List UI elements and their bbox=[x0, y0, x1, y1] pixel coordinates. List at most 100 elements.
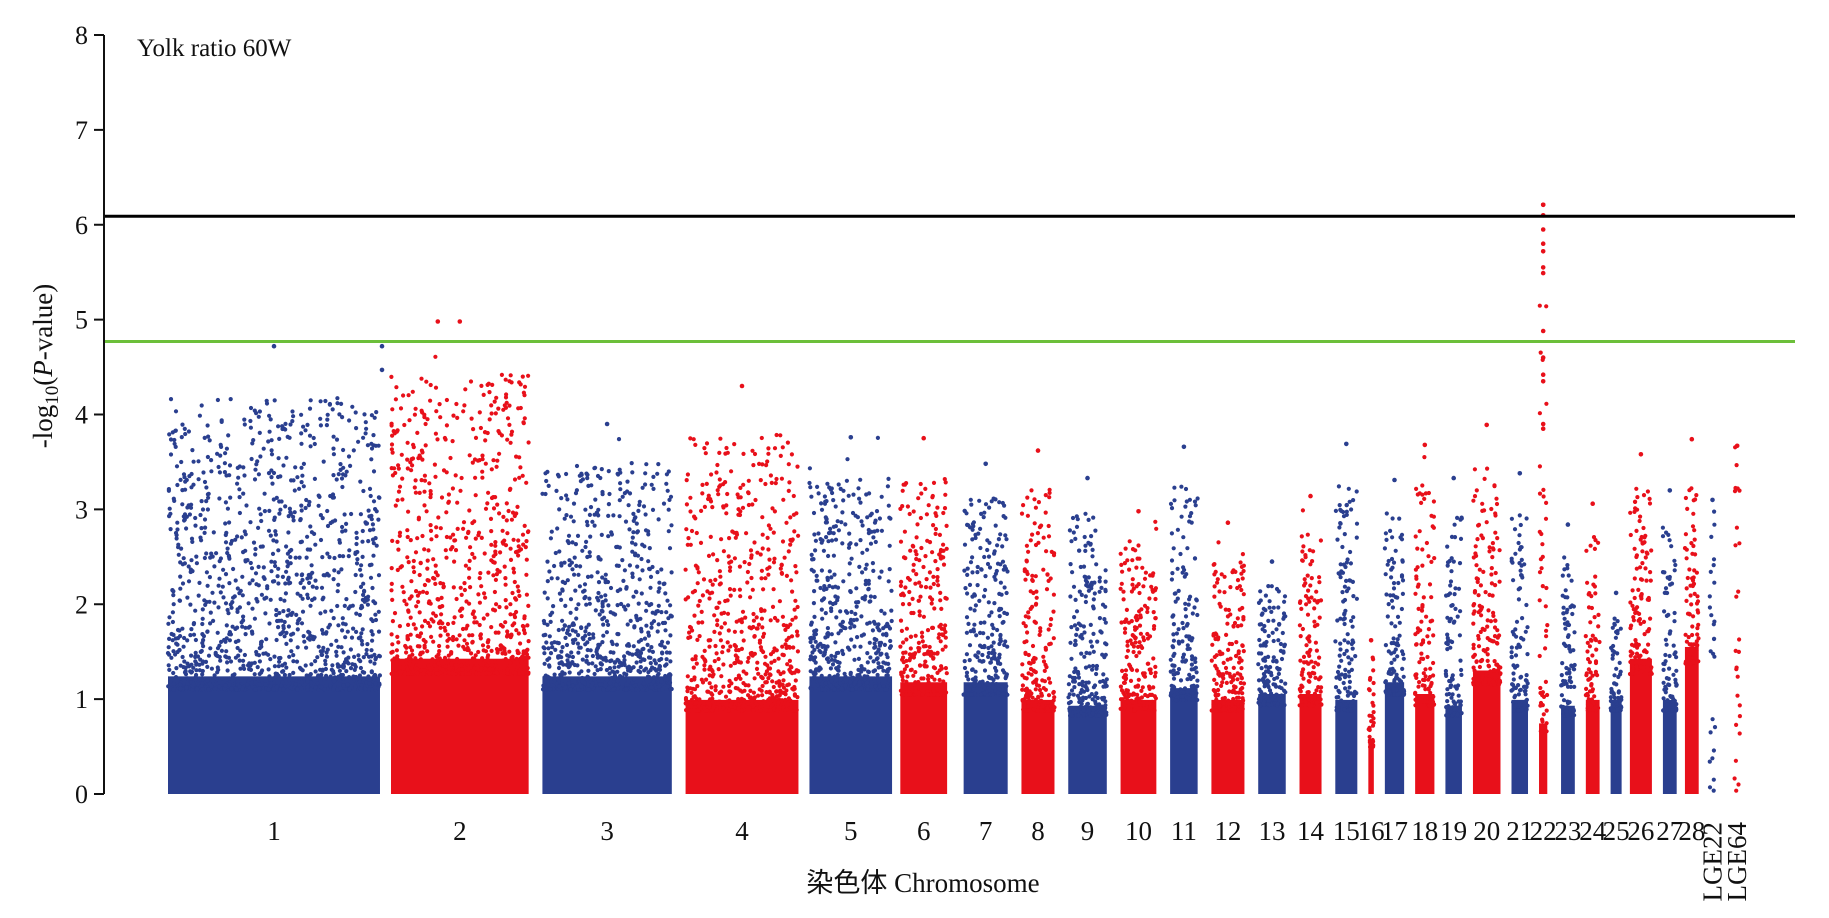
snp-point bbox=[598, 667, 603, 672]
snp-point bbox=[427, 671, 432, 677]
snp-point bbox=[606, 469, 611, 474]
snp-point bbox=[1051, 609, 1056, 614]
snp-point bbox=[542, 651, 547, 656]
snp-point bbox=[819, 501, 824, 506]
snp-point bbox=[1072, 615, 1077, 620]
snp-point bbox=[545, 596, 550, 601]
snp-point bbox=[224, 636, 229, 641]
snp-point bbox=[714, 651, 719, 656]
snp-point bbox=[455, 656, 460, 662]
snp-point bbox=[291, 478, 296, 483]
snp-point bbox=[697, 598, 702, 604]
snp-point bbox=[941, 562, 947, 567]
snp-point bbox=[174, 464, 180, 469]
snp-point bbox=[469, 651, 474, 656]
snp-point bbox=[547, 634, 552, 639]
snp-point bbox=[269, 448, 274, 453]
snp-point bbox=[930, 550, 935, 555]
snp-point bbox=[483, 461, 488, 466]
snp-point bbox=[610, 641, 615, 647]
snp-point bbox=[773, 481, 778, 486]
snp-point bbox=[449, 651, 454, 656]
snp-point bbox=[348, 647, 353, 652]
snp-point bbox=[566, 681, 571, 686]
snp-point bbox=[253, 571, 259, 576]
snp-point bbox=[1088, 639, 1093, 644]
snp-point bbox=[667, 650, 672, 655]
snp-point bbox=[228, 602, 233, 607]
snp-point bbox=[972, 622, 977, 627]
snp-point bbox=[341, 447, 346, 453]
snp-point bbox=[739, 629, 744, 634]
snp-point bbox=[190, 448, 195, 453]
snp-point bbox=[853, 680, 858, 685]
snp-point bbox=[402, 598, 407, 604]
snp-point bbox=[872, 641, 877, 646]
snp-point bbox=[1077, 696, 1082, 701]
snp-point bbox=[823, 611, 828, 616]
snp-point bbox=[771, 560, 777, 565]
snp-point bbox=[305, 576, 310, 581]
snp-point bbox=[419, 376, 424, 381]
snp-point bbox=[487, 417, 492, 422]
snp-point bbox=[962, 659, 967, 664]
snp-point bbox=[686, 635, 691, 641]
snp-point bbox=[180, 654, 185, 660]
snp-point bbox=[723, 480, 728, 485]
snp-point bbox=[843, 522, 848, 527]
snp-point bbox=[829, 538, 835, 543]
snp-point bbox=[543, 491, 548, 497]
snp-point bbox=[227, 581, 232, 586]
snp-point bbox=[596, 590, 601, 596]
snp-point bbox=[812, 532, 817, 537]
snp-point bbox=[875, 435, 881, 440]
snp-point bbox=[1090, 663, 1096, 669]
snp-point bbox=[396, 463, 401, 468]
snp-point bbox=[1003, 639, 1008, 644]
snp-point bbox=[167, 636, 172, 642]
snp-point bbox=[454, 401, 459, 407]
snp-point bbox=[431, 557, 436, 562]
snp-point bbox=[717, 631, 722, 636]
snp-point bbox=[422, 473, 427, 478]
snp-point bbox=[421, 589, 426, 594]
snp-point bbox=[318, 399, 323, 404]
snp-point bbox=[461, 409, 466, 414]
snp-point bbox=[930, 597, 935, 602]
snp-point bbox=[266, 528, 272, 533]
snp-point bbox=[811, 601, 817, 606]
snp-point bbox=[249, 566, 255, 571]
snp-point bbox=[496, 630, 501, 635]
snp-point bbox=[272, 654, 277, 659]
snp-point bbox=[483, 658, 488, 663]
snp-point bbox=[992, 601, 997, 606]
snp-point bbox=[470, 639, 475, 645]
snp-point bbox=[641, 657, 646, 662]
snp-point bbox=[361, 581, 366, 586]
snp-point bbox=[641, 646, 646, 652]
snp-point bbox=[319, 685, 324, 690]
snp-point bbox=[257, 409, 262, 414]
snp-point bbox=[512, 579, 517, 585]
snp-point bbox=[726, 554, 731, 559]
snp-point bbox=[964, 652, 970, 657]
snp-point bbox=[848, 620, 853, 625]
snp-point bbox=[483, 506, 489, 511]
snp-point bbox=[235, 534, 240, 539]
snp-point bbox=[254, 596, 259, 602]
snp-point bbox=[822, 584, 827, 589]
snp-point bbox=[647, 566, 652, 571]
snp-point bbox=[233, 626, 238, 632]
snp-point bbox=[410, 456, 416, 461]
snp-point bbox=[856, 486, 861, 491]
snp-point bbox=[262, 596, 267, 601]
snp-point bbox=[559, 496, 564, 501]
snp-point bbox=[604, 630, 610, 635]
snp-point bbox=[656, 684, 662, 690]
snp-point bbox=[201, 644, 206, 649]
snp-point bbox=[978, 692, 984, 697]
snp-point bbox=[721, 662, 726, 667]
snp-point bbox=[834, 666, 839, 671]
snp-point bbox=[786, 549, 791, 554]
snp-point bbox=[759, 688, 764, 693]
